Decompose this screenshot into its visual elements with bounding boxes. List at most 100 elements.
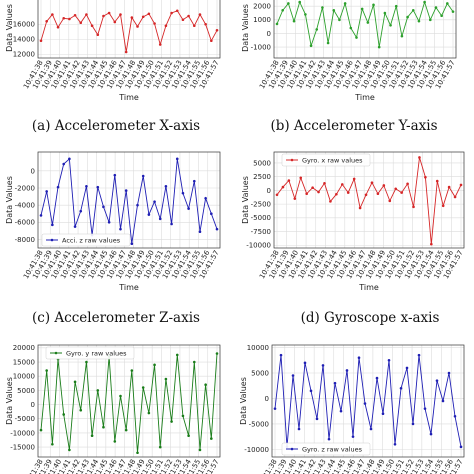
data-point: [305, 192, 308, 195]
plot-frame: [37, 0, 221, 59]
data-point: [124, 189, 128, 192]
data-point: [349, 26, 353, 30]
legend-box: [41, 233, 131, 247]
y-tick-label: 1000: [253, 16, 271, 24]
data-point: [370, 181, 374, 185]
data-point: [204, 196, 207, 200]
data-point: [447, 185, 451, 189]
data-point: [400, 191, 403, 194]
data-point: [204, 383, 207, 386]
data-point: [309, 44, 313, 48]
series-group: [39, 352, 219, 455]
data-point: [335, 192, 338, 196]
data-point: [429, 432, 433, 436]
data-point: [369, 427, 373, 431]
data-point: [279, 353, 283, 357]
x-axis-label: Time: [354, 93, 375, 102]
data-point: [377, 45, 381, 49]
data-point: [210, 212, 213, 216]
x-axis-label: Time: [358, 283, 379, 292]
data-point: [332, 8, 336, 12]
data-point: [293, 197, 297, 200]
legend-box: [281, 153, 371, 167]
data-point: [417, 19, 421, 23]
data-point: [381, 412, 385, 416]
data-point: [73, 13, 77, 17]
series-group: [273, 353, 463, 449]
data-point: [62, 162, 66, 166]
series-line: [40, 157, 218, 244]
y-tick-label: 12000: [13, 51, 35, 59]
data-point: [287, 179, 291, 182]
y-tick-label: -5000: [15, 415, 35, 423]
data-point: [170, 420, 173, 423]
data-point: [292, 19, 296, 23]
data-point: [130, 16, 134, 19]
plot-frame: [37, 151, 221, 249]
data-point: [376, 192, 380, 195]
data-point: [459, 183, 463, 187]
data-point: [453, 414, 457, 418]
data-point: [418, 156, 421, 159]
data-point: [187, 207, 190, 210]
data-point: [281, 185, 285, 189]
plot-area: [272, 345, 464, 457]
data-point: [405, 366, 409, 370]
data-point: [187, 434, 190, 438]
data-point: [141, 15, 145, 19]
data-point: [164, 377, 168, 381]
data-point: [119, 13, 122, 16]
data-point: [107, 11, 111, 15]
data-point: [45, 19, 48, 23]
data-point: [147, 12, 151, 16]
y-tick-label: 5000: [251, 369, 269, 377]
figure-caption: (a) Accelerometer X-axis: [32, 118, 200, 134]
data-point: [102, 205, 105, 209]
data-point: [192, 360, 196, 364]
data-point: [298, 0, 302, 4]
y-tick-label: -8000: [15, 236, 35, 244]
data-point: [204, 22, 207, 26]
legend-label: Gyro. z raw values: [302, 446, 363, 454]
data-point: [153, 22, 156, 25]
data-point: [440, 14, 443, 18]
data-point: [315, 417, 319, 421]
figure-caption: (d) Gyroscope x-axis: [301, 310, 440, 326]
data-point: [68, 157, 71, 161]
data-point: [357, 356, 361, 360]
data-point: [175, 157, 179, 161]
plot-frame: [273, 0, 457, 59]
data-point: [158, 445, 162, 449]
data-point: [411, 422, 415, 426]
legend-box: [281, 442, 371, 456]
data-point: [297, 427, 301, 431]
data-point: [62, 16, 66, 20]
data-point: [326, 41, 330, 45]
y-tick-label: 10000: [247, 344, 269, 352]
data-point: [327, 437, 331, 441]
data-point: [311, 186, 314, 189]
legend-swatch-marker: [290, 447, 294, 451]
data-point: [215, 352, 219, 355]
data-point: [73, 380, 77, 384]
legend-label: Gyro. y raw values: [66, 350, 127, 358]
data-point: [192, 179, 196, 183]
data-point: [360, 7, 364, 11]
y-tick-label: 5000: [17, 387, 35, 395]
data-point: [198, 448, 202, 452]
data-point: [170, 222, 173, 226]
series-group: [275, 156, 463, 246]
data-point: [119, 227, 122, 231]
data-point: [147, 213, 151, 216]
data-point: [323, 181, 326, 185]
data-point: [275, 193, 279, 197]
data-point: [136, 203, 139, 207]
data-point: [56, 185, 60, 189]
data-point: [198, 13, 202, 16]
data-point: [96, 389, 100, 392]
data-point: [113, 440, 117, 443]
data-point: [79, 209, 83, 213]
plot-area: [274, 0, 456, 58]
data-point: [423, 407, 427, 410]
legend: Gyro. y raw values: [45, 346, 135, 360]
